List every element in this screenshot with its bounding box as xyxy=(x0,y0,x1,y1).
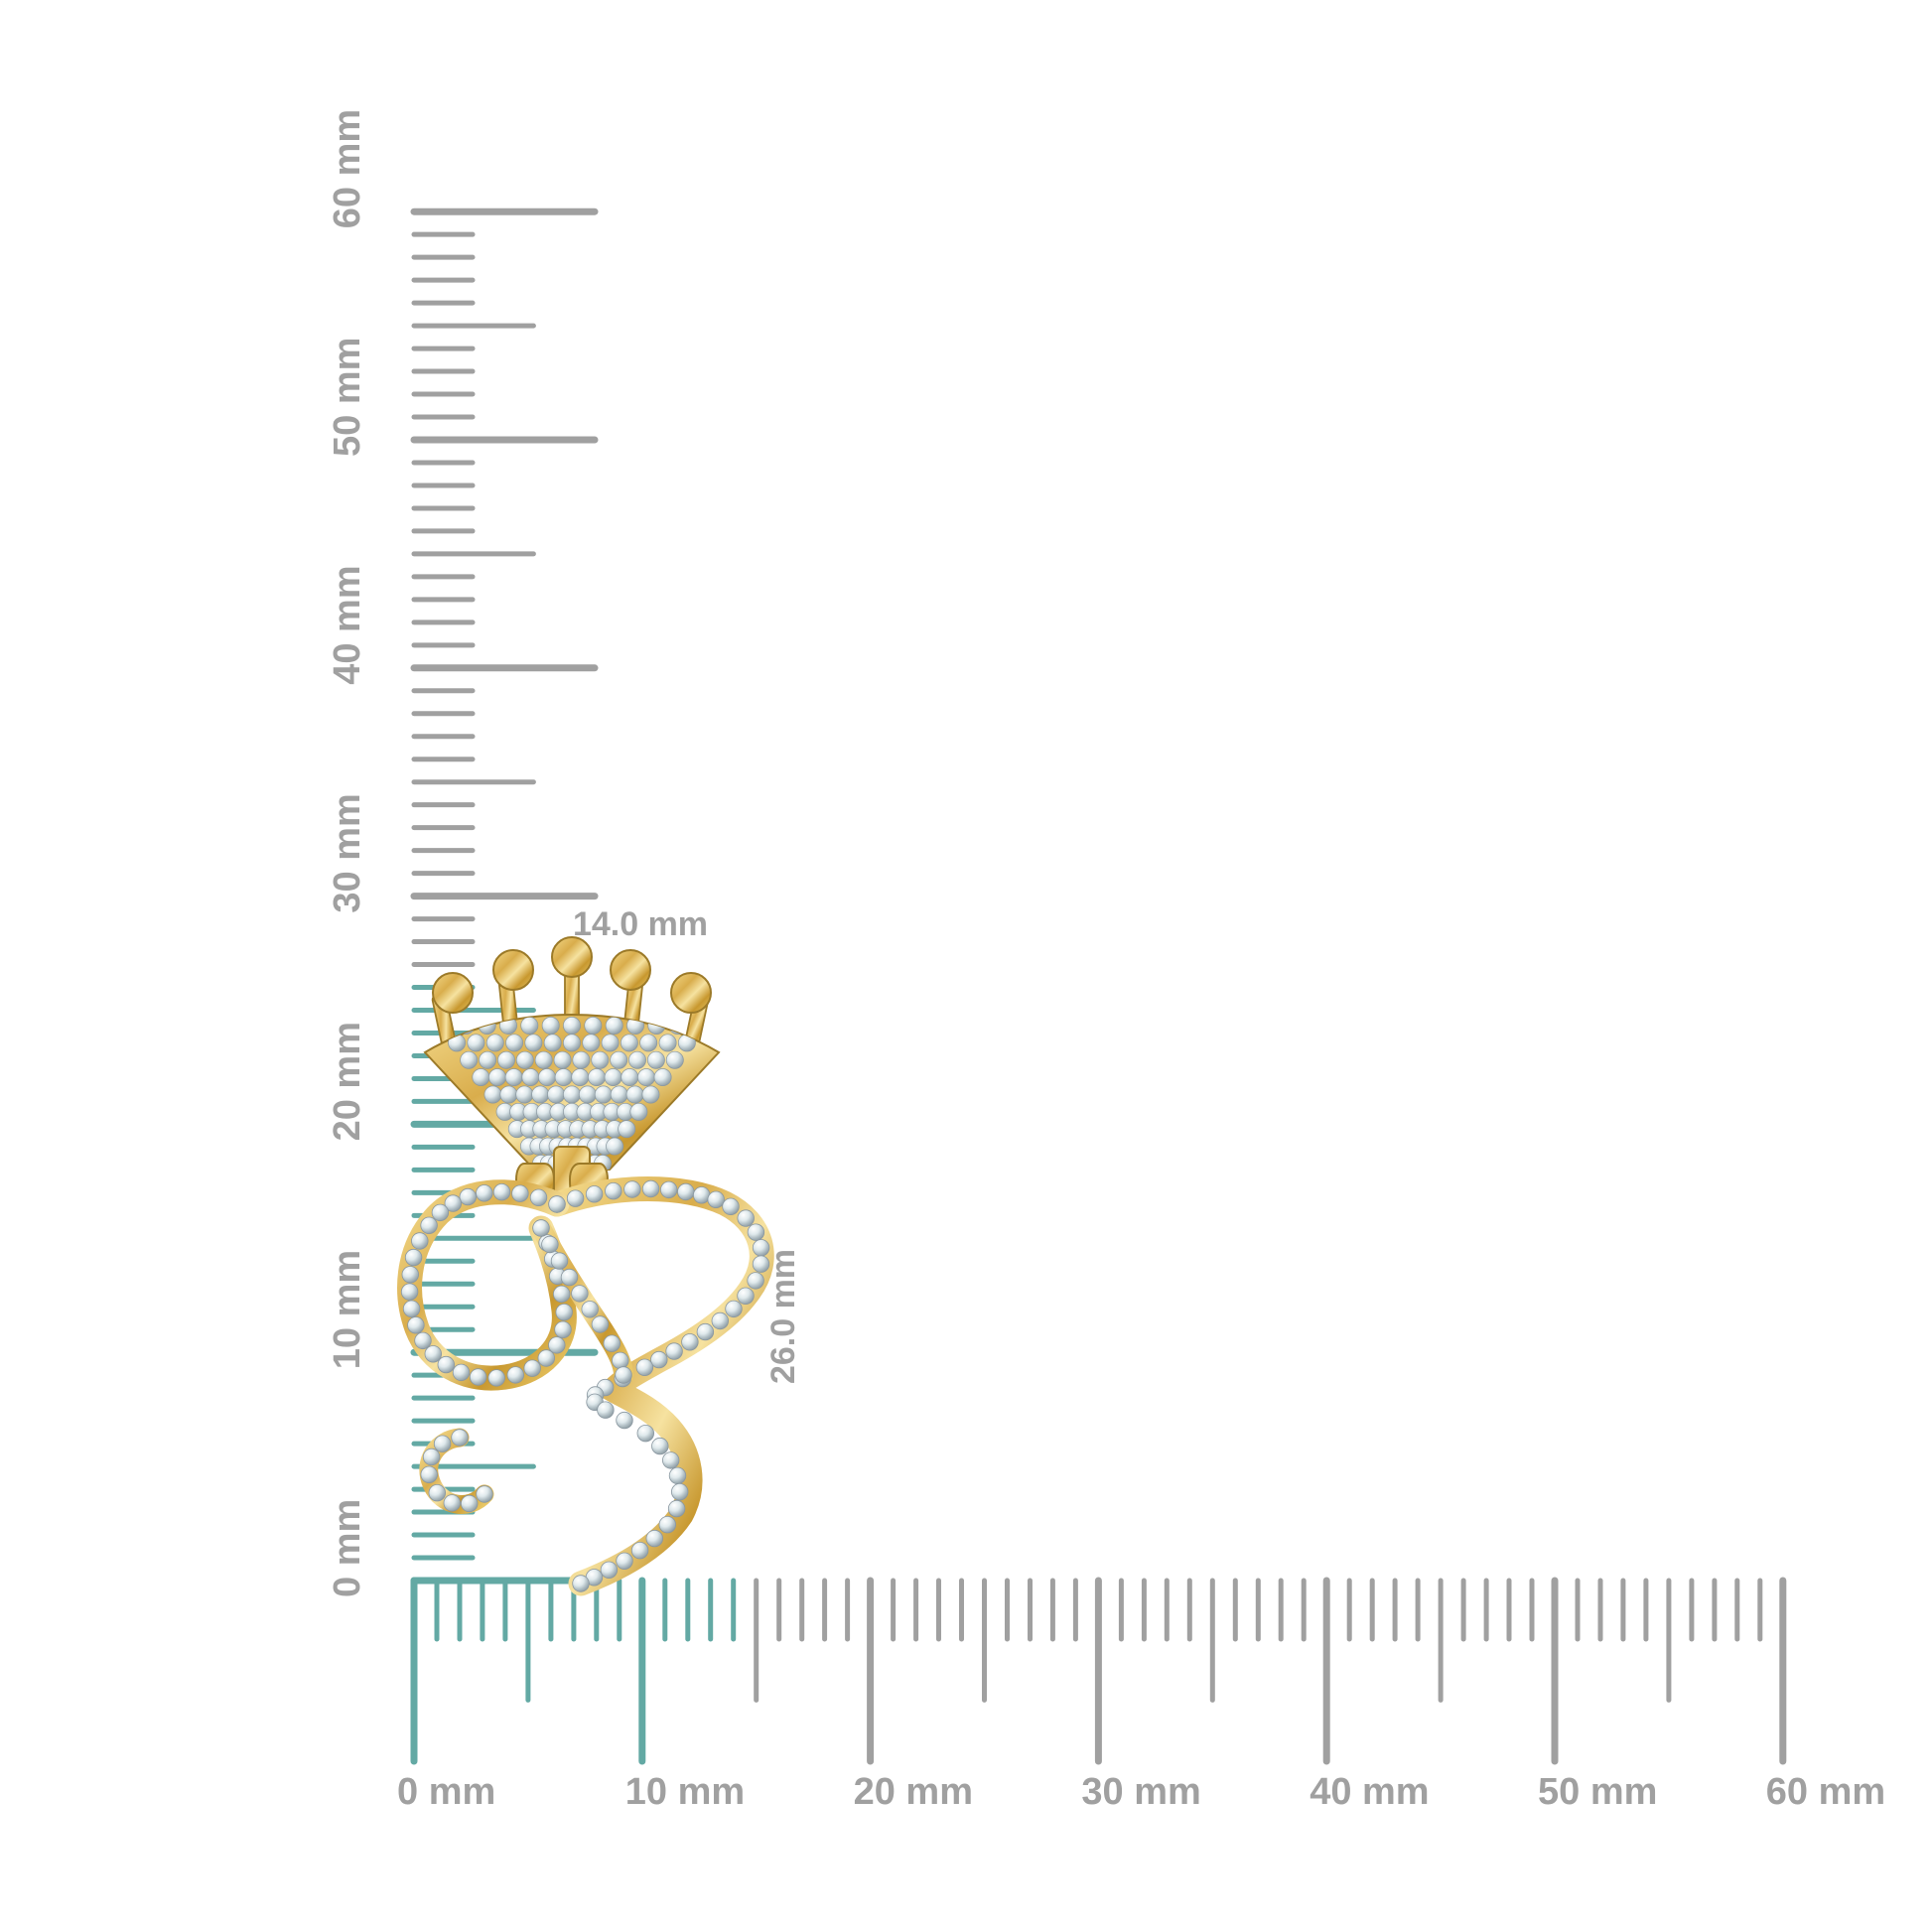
svg-text:26.0 mm: 26.0 mm xyxy=(764,1249,802,1384)
svg-text:40 mm: 40 mm xyxy=(1310,1771,1429,1813)
svg-text:10 mm: 10 mm xyxy=(625,1771,745,1813)
svg-text:20 mm: 20 mm xyxy=(327,1022,368,1141)
svg-text:30 mm: 30 mm xyxy=(327,793,368,912)
svg-text:20 mm: 20 mm xyxy=(854,1771,973,1813)
svg-text:30 mm: 30 mm xyxy=(1081,1771,1200,1813)
svg-text:0 mm: 0 mm xyxy=(397,1771,495,1813)
svg-text:60 mm: 60 mm xyxy=(327,109,368,228)
svg-text:10 mm: 10 mm xyxy=(327,1250,368,1369)
svg-text:60 mm: 60 mm xyxy=(1766,1771,1885,1813)
svg-text:14.0 mm: 14.0 mm xyxy=(573,905,708,943)
svg-text:50 mm: 50 mm xyxy=(327,338,368,457)
svg-text:40 mm: 40 mm xyxy=(327,565,368,684)
svg-text:50 mm: 50 mm xyxy=(1538,1771,1657,1813)
svg-text:0 mm: 0 mm xyxy=(327,1499,368,1597)
